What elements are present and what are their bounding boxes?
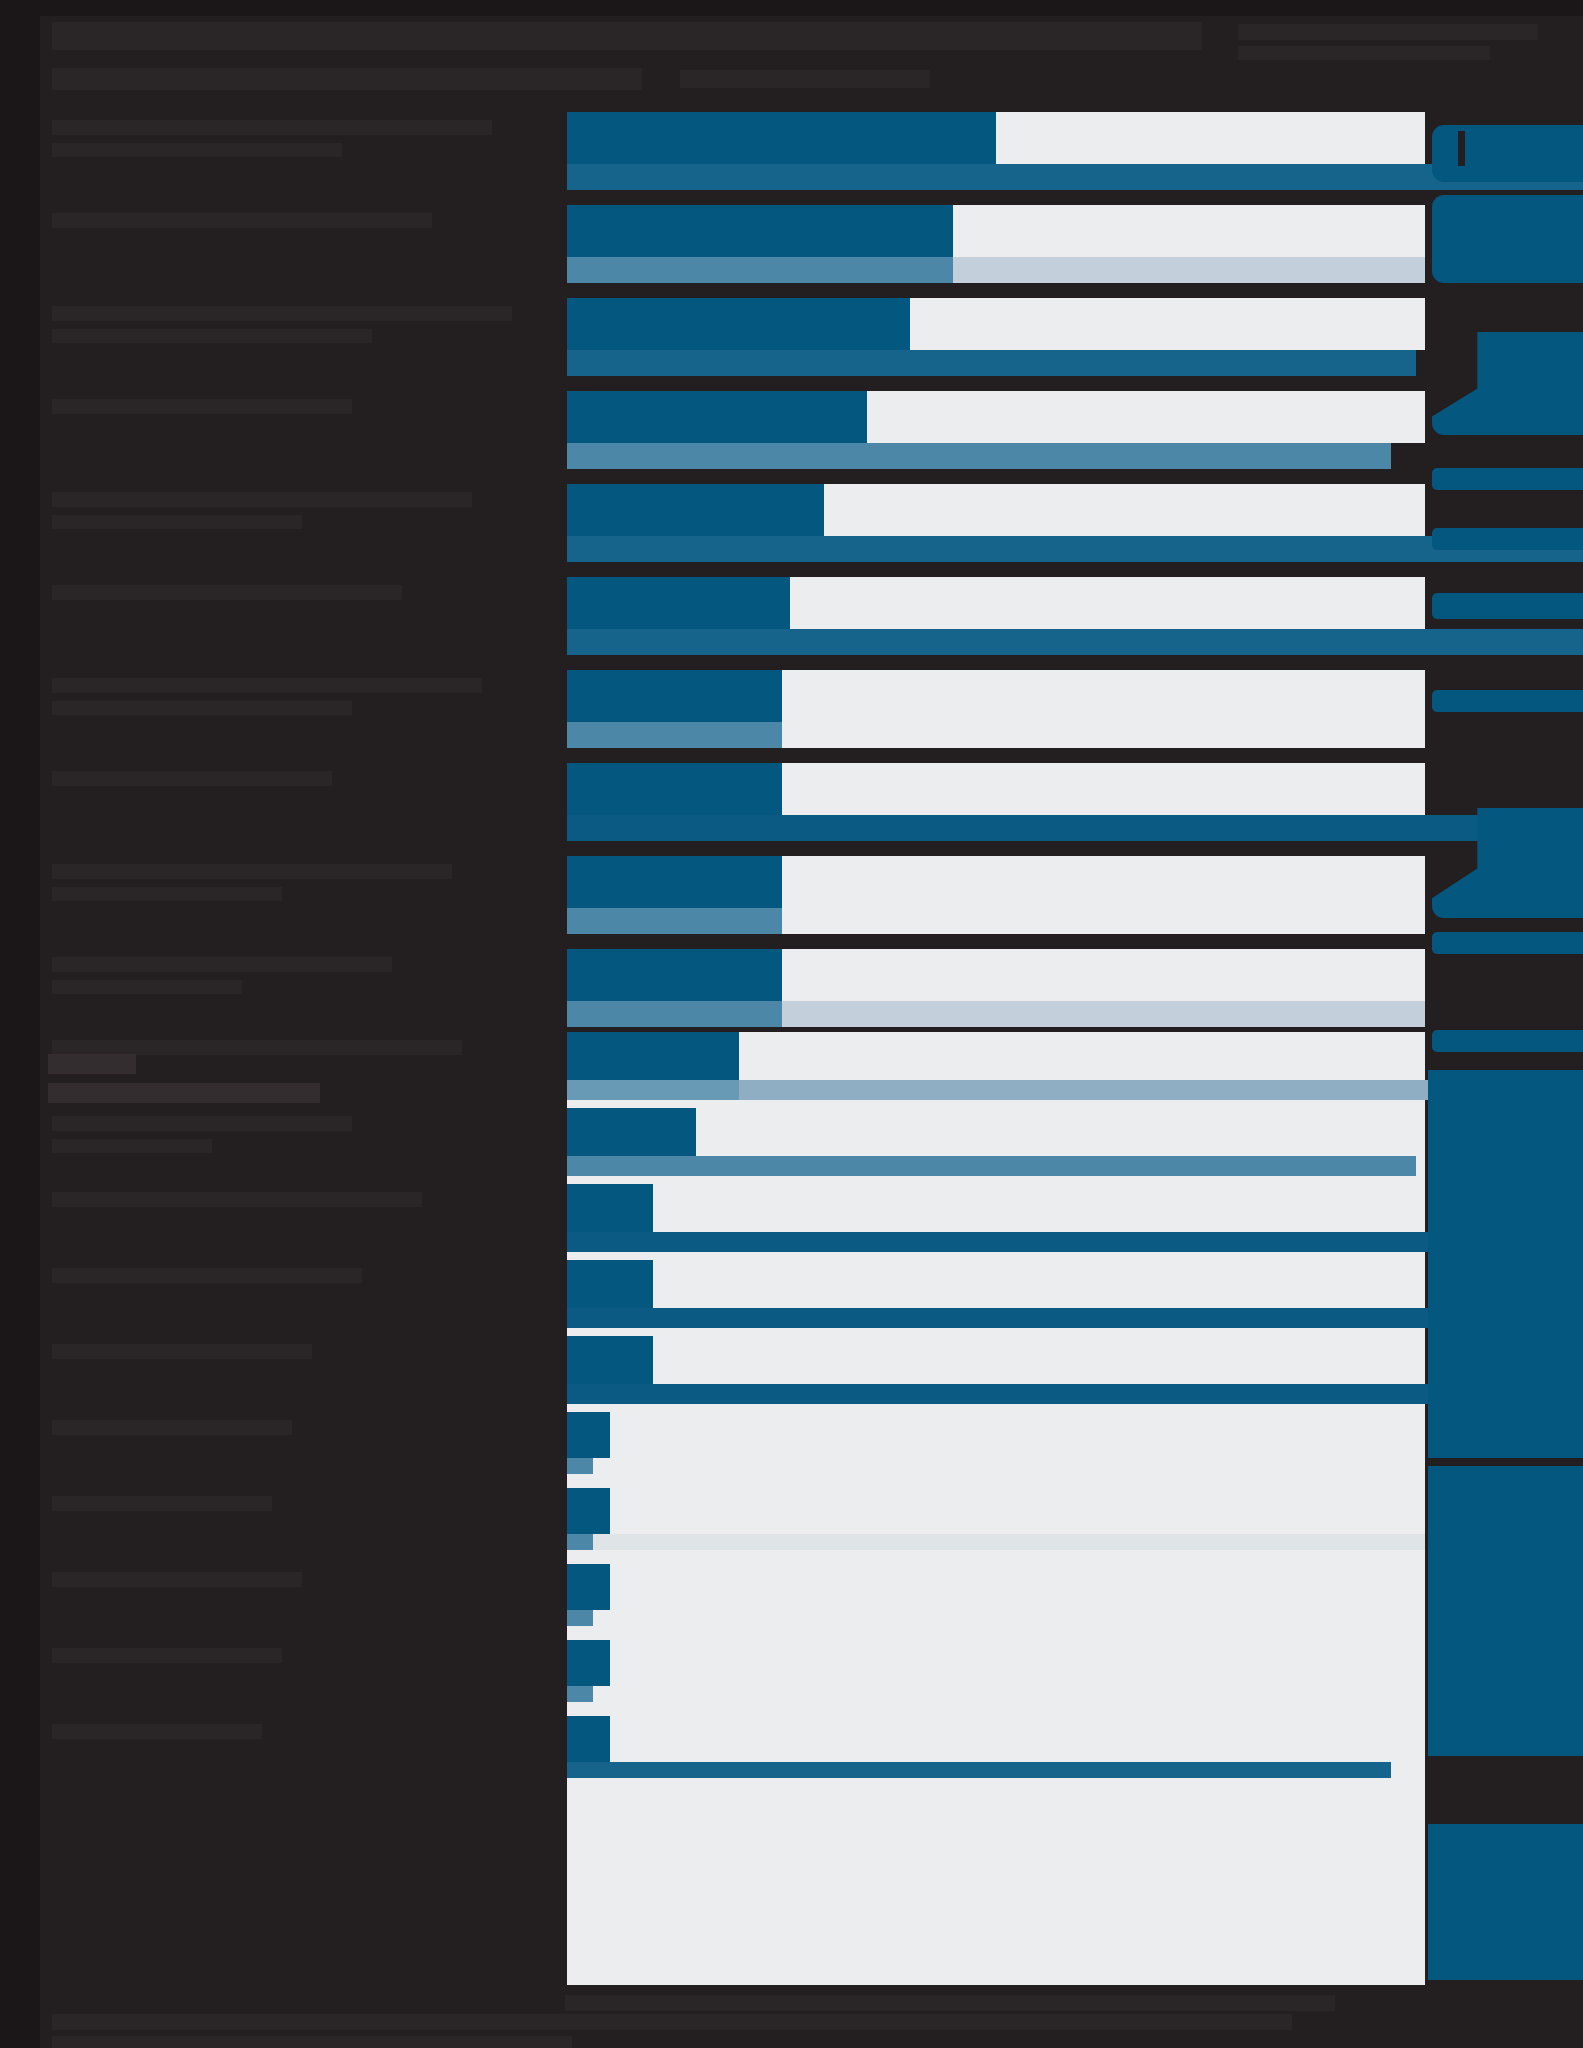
category-label-smudge (52, 678, 482, 693)
category-label-smudge (52, 213, 432, 228)
numeral-slot-gap (1458, 131, 1465, 166)
category-label-smudge (52, 1496, 272, 1511)
category-label-smudge (52, 120, 492, 135)
thin-bar-overflow-tail (739, 1080, 1583, 1100)
thick-bar (567, 577, 790, 629)
category-label-smudge (52, 585, 402, 600)
thin-bar (567, 1232, 1583, 1252)
thin-bar (567, 1762, 1391, 1778)
clipped-numeral-fragment (1432, 1030, 1583, 1052)
thin-bar (567, 1080, 739, 1100)
clipped-numeral-fragment (1432, 932, 1583, 954)
left-edge-shade (0, 0, 40, 2048)
thin-bar (567, 1610, 593, 1626)
clipped-numeral-fragment (1428, 1824, 1583, 1980)
clipped-numeral-fragment (1432, 125, 1583, 182)
thick-bar (567, 1184, 653, 1232)
thick-bar (567, 1108, 696, 1156)
thin-bar (567, 1384, 1583, 1404)
category-label-smudge (52, 1268, 362, 1283)
thin-bar (567, 164, 1583, 190)
thin-bar (567, 350, 1416, 376)
category-label-smudge (52, 701, 352, 715)
thick-bar (567, 1260, 653, 1308)
thick-bar (567, 298, 910, 350)
thin-bar-track-lighter (567, 1534, 1425, 1550)
category-label-smudge-light (48, 1083, 320, 1103)
category-label-smudge (52, 1139, 212, 1153)
clipped-numeral-fragment (1432, 690, 1583, 712)
clipped-numeral-fragment (1428, 1070, 1583, 1458)
thin-bar (567, 1156, 1416, 1176)
thick-bar (567, 856, 782, 908)
category-label-smudge (52, 399, 352, 414)
title-text-smudge (680, 70, 930, 88)
thin-bar (567, 1686, 593, 1702)
category-label-smudge (52, 1724, 262, 1739)
thin-bar (567, 908, 782, 934)
thick-bar (567, 763, 782, 815)
category-label-smudge (52, 306, 512, 321)
category-label-smudge (52, 1040, 462, 1055)
category-label-smudge (52, 329, 372, 343)
thick-bar (567, 484, 824, 536)
category-label-smudge (52, 1192, 422, 1207)
thick-bar (567, 112, 996, 164)
thick-bar (567, 949, 782, 1001)
thin-bar (567, 1458, 593, 1474)
clipped-numeral-fragment (1432, 468, 1583, 490)
category-label-smudge (52, 980, 242, 994)
category-label-smudge-light (48, 1054, 136, 1074)
thin-bar (567, 536, 1583, 562)
thick-bar (567, 1488, 610, 1534)
thin-bar (567, 257, 953, 283)
clipped-numeral-fragment (1432, 593, 1583, 619)
thick-bar (567, 1716, 610, 1762)
thick-bar (567, 1564, 610, 1610)
category-label-smudge (52, 1344, 312, 1359)
thin-bar (567, 815, 1583, 841)
category-label-smudge (52, 515, 302, 529)
thin-bar (567, 722, 782, 748)
title-text-smudge (1238, 24, 1538, 40)
clipped-numeral-fragment (1432, 332, 1583, 435)
title-text-smudge (52, 68, 642, 90)
thick-bar (567, 391, 867, 443)
thick-bar (567, 1336, 653, 1384)
clipped-numeral-fragment (1432, 528, 1583, 550)
thin-bar (567, 629, 1583, 655)
thin-bar (567, 1001, 782, 1027)
title-text-smudge (1238, 46, 1490, 60)
thick-bar (567, 670, 782, 722)
category-label-smudge (52, 492, 472, 507)
top-edge-shade (0, 0, 1583, 16)
category-label-smudge (52, 864, 452, 879)
category-label-smudge (52, 143, 342, 157)
thick-bar (567, 1640, 610, 1686)
thin-bar (567, 1308, 1583, 1328)
category-label-smudge (52, 771, 332, 786)
category-label-smudge (52, 1648, 282, 1663)
category-label-smudge (52, 1572, 302, 1587)
source-text-smudge (52, 2036, 572, 2048)
category-label-smudge (52, 1116, 352, 1131)
plot-panel (567, 1032, 1425, 1985)
category-label-smudge (52, 1420, 292, 1435)
thick-bar (567, 1032, 739, 1080)
clipped-numeral-fragment (1428, 1466, 1583, 1756)
title-text-smudge (52, 22, 1202, 50)
thick-bar (567, 1412, 610, 1458)
source-text-smudge (565, 1995, 1335, 2011)
thick-bar (567, 205, 953, 257)
source-text-smudge (52, 2014, 1292, 2030)
thin-bar (567, 1534, 593, 1550)
category-label-smudge (52, 957, 392, 972)
clipped-numeral-fragment (1432, 195, 1583, 283)
category-label-smudge (52, 887, 282, 901)
thin-bar (567, 443, 1391, 469)
